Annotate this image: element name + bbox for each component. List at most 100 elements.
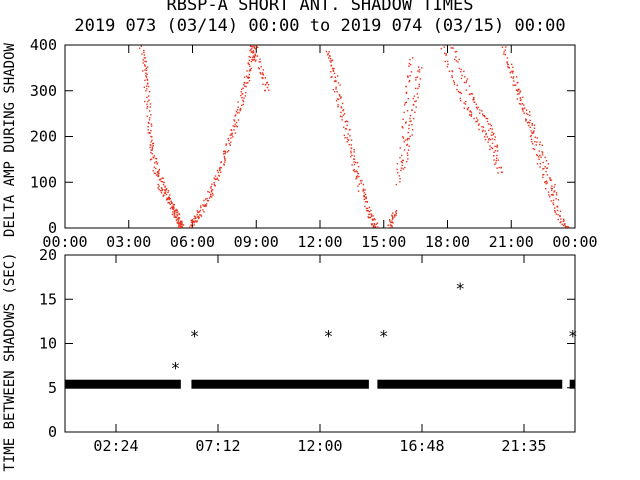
panel1-xtick-label: 00:00 [42,233,87,251]
panel1-data-point [237,119,240,121]
panel1-data-point [152,142,155,145]
panel1-data-point [399,178,401,180]
panel1-data-point [198,211,201,213]
panel1-data-point [458,58,460,61]
panel1-data-point [337,104,339,106]
panel1-data-point [539,163,542,165]
panel1-data-point [140,45,143,47]
panel1-data-point [507,66,509,68]
panel1-data-point [176,211,179,213]
panel1-data-point [237,101,239,103]
panel1-data-point [149,146,151,149]
panel1-data-point [469,110,471,112]
panel1-data-point [332,70,335,72]
panel1-data-point [249,49,251,52]
panel1-data-point [466,108,469,110]
panel1-data-point [204,198,207,200]
panel1-data-point [368,216,370,219]
panel1-data-point [411,134,413,136]
panel1-data-point [451,70,454,73]
panel1-data-point [220,166,222,169]
panel1-data-point [409,63,412,66]
panel1-data-point [149,110,151,112]
panel1-data-point [177,218,180,220]
panel1-data-point [533,127,536,129]
panel1-data-point [406,110,409,112]
panel1-data-point [409,117,411,120]
panel1-data-point [488,137,490,140]
panel1-data-point [543,167,545,170]
panel1-data-point [165,188,168,191]
panel1-data-point [160,180,162,183]
panel1-data-point [365,196,367,198]
panel1-data-point [182,224,185,226]
panel1-data-point [203,205,205,207]
panel1-data-point [175,216,177,219]
panel1-data-point [495,162,497,164]
panel1-data-point [162,189,164,191]
panel1-data-point [414,87,417,90]
panel1-data-point [496,154,498,157]
panel1-data-point [262,83,264,85]
panel1-data-point [408,127,410,130]
panel1-data-point [559,210,562,212]
panel1-data-point [165,199,168,201]
panel1-data-point [208,191,211,194]
panel1-data-point [416,93,418,95]
panel1-data-point [188,226,191,228]
panel1-data-point [175,208,177,211]
panel1-data-point [225,144,227,146]
panel1-data-point [554,211,556,213]
panel1-data-point [475,117,478,119]
panel1-data-point [220,171,222,173]
panel1-data-point [553,191,555,193]
panel1-data-point [253,55,255,58]
panel1-data-point [539,141,541,143]
panel1-data-point [164,185,166,187]
panel1-data-point [408,79,411,82]
panel1-data-point [205,203,208,205]
panel1-data-point [251,48,253,50]
panel1-data-point [253,45,255,47]
panel1-data-point [340,106,343,108]
panel1-data-point [243,97,245,99]
panel1-data-point [373,226,375,228]
panel1-data-point [479,109,481,111]
panel1-data-point [210,190,213,193]
panel1-data-point [512,84,514,86]
panel1-data-point [197,211,199,214]
panel1-data-point [211,192,214,195]
panel1-data-point [193,224,195,226]
panel1-data-point [325,50,328,53]
panel1-data-point [532,132,534,135]
panel1-data-point [409,75,411,77]
panel1-data-point [162,177,164,180]
panel1-data-point [203,199,205,202]
panel1-data-point [246,70,248,72]
panel1-data-point [503,51,505,53]
panel1-data-point [501,46,504,48]
panel1-data-point [225,143,228,145]
panel1-data-point [178,226,181,228]
panel1-ytick-label: 400 [30,36,57,54]
panel1-data-point [200,214,202,216]
panel1-data-point [536,154,539,157]
panel1-data-point [533,124,536,126]
panel1-ytick-label: 0 [48,219,57,237]
panel1-data-point [367,216,369,218]
panel1-data-point [450,47,452,49]
panel1-data-point [163,192,166,194]
panel1-data-point [160,187,163,189]
panel1-data-point [211,189,214,191]
panel1-data-point [460,92,463,95]
panel1-data-point [153,172,156,174]
panel1-data-point [370,209,372,212]
panel1-data-point [145,60,147,63]
panel1-data-point [146,107,148,109]
panel1-data-point [230,129,233,132]
panel1-data-point [479,112,481,114]
panel1-data-point [145,67,147,70]
panel1-data-point [493,155,495,157]
panel1-data-point [448,70,451,73]
panel1-data-point [370,213,373,216]
